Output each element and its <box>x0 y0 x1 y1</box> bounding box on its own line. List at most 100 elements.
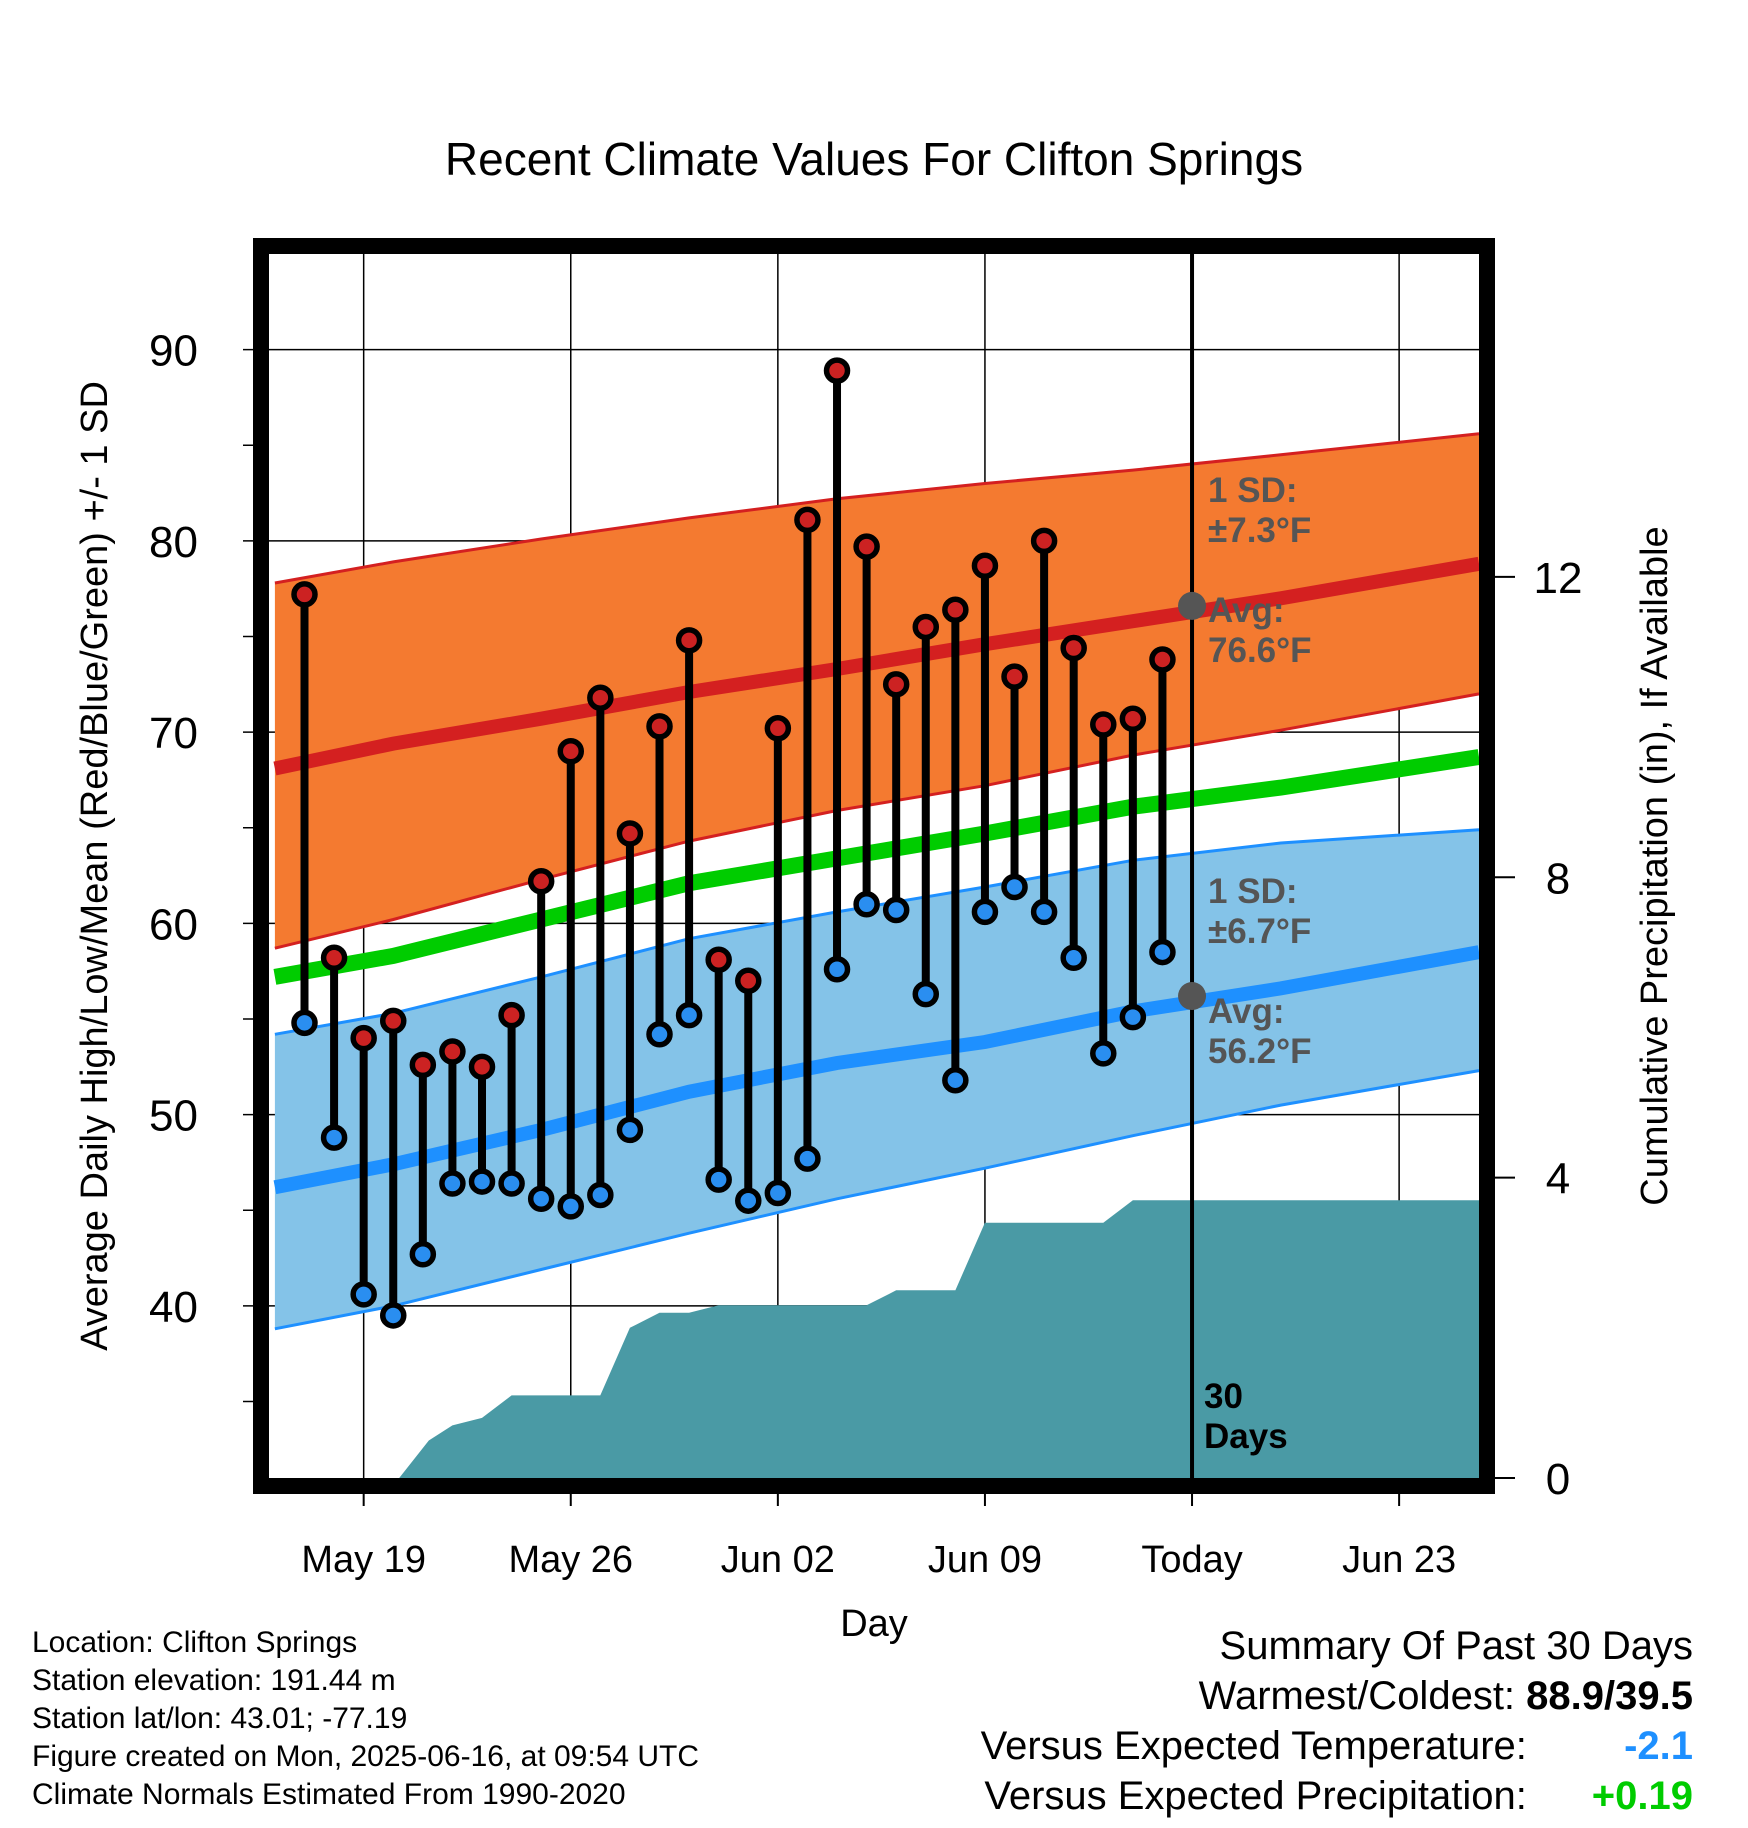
y-tick-label-40: 40 <box>149 1283 198 1332</box>
normal-bands <box>273 254 1481 1478</box>
temp-anomaly-value: -2.1 <box>1624 1724 1693 1768</box>
observed-high-point <box>735 967 762 994</box>
x-tick-label: Today <box>1141 1539 1242 1581</box>
observed-low-point <box>1090 1040 1117 1067</box>
x-tick-label: Jun 02 <box>721 1539 835 1581</box>
observed-low-point <box>587 1181 614 1209</box>
observed-high-point <box>1119 705 1147 732</box>
x-axis-label: Day <box>840 1603 908 1645</box>
info-elevation: Station elevation: 191.44 m <box>32 1664 396 1697</box>
observed-low-point <box>320 1124 348 1151</box>
precip-area <box>274 1200 1479 1478</box>
y-tick-label-50: 50 <box>149 1092 198 1141</box>
observed-low-point <box>291 1009 318 1037</box>
observed-high-point <box>1149 646 1176 673</box>
y-axis-label: Average Daily High/Low/Mean (Red/Blue/Gr… <box>74 381 116 1351</box>
y2-tick-label-8: 8 <box>1546 854 1570 903</box>
high-avg-label-line-1: 76.6°F <box>1208 631 1312 670</box>
observed-high-point <box>853 533 880 560</box>
high-avg-label-line-0: Avg: <box>1208 591 1284 630</box>
summary-panel: Summary Of Past 30 Days Warmest/Coldest:… <box>981 1621 1693 1821</box>
observed-low-point <box>1001 873 1028 901</box>
y-tick-label-70: 70 <box>149 709 198 758</box>
observed-low-point <box>705 1166 732 1193</box>
high-sd-label-line-0: 1 SD: <box>1208 471 1297 510</box>
observed-high-point <box>882 671 910 698</box>
x-tick-label: Jun 09 <box>928 1539 1042 1581</box>
observed-low-point <box>882 896 910 924</box>
observed-low-point <box>764 1179 792 1207</box>
plot-frame <box>253 238 1495 1494</box>
observed-low-point <box>1119 1003 1147 1031</box>
observed-low-point <box>1149 938 1176 966</box>
info-created: Figure created on Mon, 2025-06-16, at 09… <box>32 1740 700 1773</box>
info-location: Location: Clifton Springs <box>32 1626 358 1659</box>
observed-high-point <box>587 684 614 711</box>
x-axis-ticks: May 19 May 26 Jun 02 Jun 09 Today Jun 23 <box>301 1494 1456 1581</box>
precip-anomaly-value: +0.19 <box>1591 1774 1693 1818</box>
chart-title: Recent Climate Values For Clifton Spring… <box>445 133 1303 185</box>
y-tick-label-60: 60 <box>149 900 198 949</box>
observed-high-point <box>705 946 732 973</box>
window-label-line-1: Days <box>1204 1417 1288 1456</box>
left-axis-ticks: 40 50 60 70 80 90 <box>149 327 253 1403</box>
observed-high-point <box>557 738 585 765</box>
observed-low-point <box>1030 898 1058 926</box>
high-sd-band <box>274 433 1479 949</box>
observed-low-point <box>942 1066 969 1094</box>
observed-high-point <box>380 1007 407 1035</box>
right-axis-ticks: 0 4 8 12 <box>1495 554 1582 1504</box>
info-normals: Climate Normals Estimated From 1990-2020 <box>32 1778 626 1811</box>
y2-tick-label-12: 12 <box>1534 554 1583 603</box>
temp-anomaly-label: Versus Expected Temperature: <box>980 1724 1527 1768</box>
y-tick-label-90: 90 <box>149 327 198 376</box>
observed-low-point <box>498 1170 525 1197</box>
observed-high-point <box>912 613 940 641</box>
observed-high-point <box>350 1024 377 1052</box>
observed-high-point <box>794 506 821 534</box>
observed-high-point <box>468 1053 496 1081</box>
observed-high-point <box>823 357 851 384</box>
observed-temperatures <box>291 357 1176 1329</box>
observed-high-point <box>1090 711 1117 738</box>
info-latlon: Station lat/lon: 43.01; -77.19 <box>32 1702 408 1735</box>
observed-high-point <box>291 581 318 608</box>
observed-low-point <box>646 1021 673 1048</box>
observed-low-point <box>380 1302 407 1329</box>
observed-high-point <box>1001 663 1028 690</box>
warm-cold-label: Warmest/Coldest: <box>1198 1674 1516 1718</box>
observed-high-point <box>942 596 969 623</box>
observed-low-point <box>1060 944 1087 972</box>
observed-low-point <box>853 891 880 918</box>
observed-high-point <box>1060 634 1087 662</box>
observed-high-point <box>1030 527 1058 555</box>
low-sd-band-lower-edge <box>274 1069 1480 1331</box>
observed-high-point <box>675 627 703 654</box>
observed-low-point <box>616 1116 644 1144</box>
warm-cold-value: 88.9/39.5 <box>1526 1674 1693 1718</box>
observed-low-point <box>735 1187 762 1214</box>
normal-low-line <box>273 945 1481 1195</box>
x-tick-label: Jun 23 <box>1342 1539 1456 1581</box>
precip-anomaly-label: Versus Expected Precipitation: <box>984 1774 1527 1818</box>
high-sd-label-line-1: ±7.3°F <box>1208 511 1311 550</box>
observed-high-point <box>320 944 348 972</box>
y-tick-label-80: 80 <box>149 518 198 567</box>
today-low-avg-marker <box>1178 982 1207 1011</box>
y2-tick-label-0: 0 <box>1546 1455 1570 1504</box>
observed-high-point <box>498 1001 525 1029</box>
y2-tick-label-4: 4 <box>1546 1155 1570 1204</box>
observed-low-point <box>439 1170 466 1197</box>
low-sd-label-line-1: ±6.7°F <box>1208 912 1311 951</box>
low-avg-label-line-1: 56.2°F <box>1208 1032 1312 1071</box>
low-avg-label-line-0: Avg: <box>1208 992 1284 1031</box>
observed-low-point <box>468 1168 496 1195</box>
station-info: Location: Clifton Springs Station elevat… <box>32 1624 699 1814</box>
observed-high-point <box>527 868 555 895</box>
observed-low-point <box>527 1185 555 1213</box>
today-high-avg-marker <box>1178 591 1207 620</box>
observed-low-point <box>971 898 999 926</box>
low-sd-label-line-0: 1 SD: <box>1208 872 1297 911</box>
